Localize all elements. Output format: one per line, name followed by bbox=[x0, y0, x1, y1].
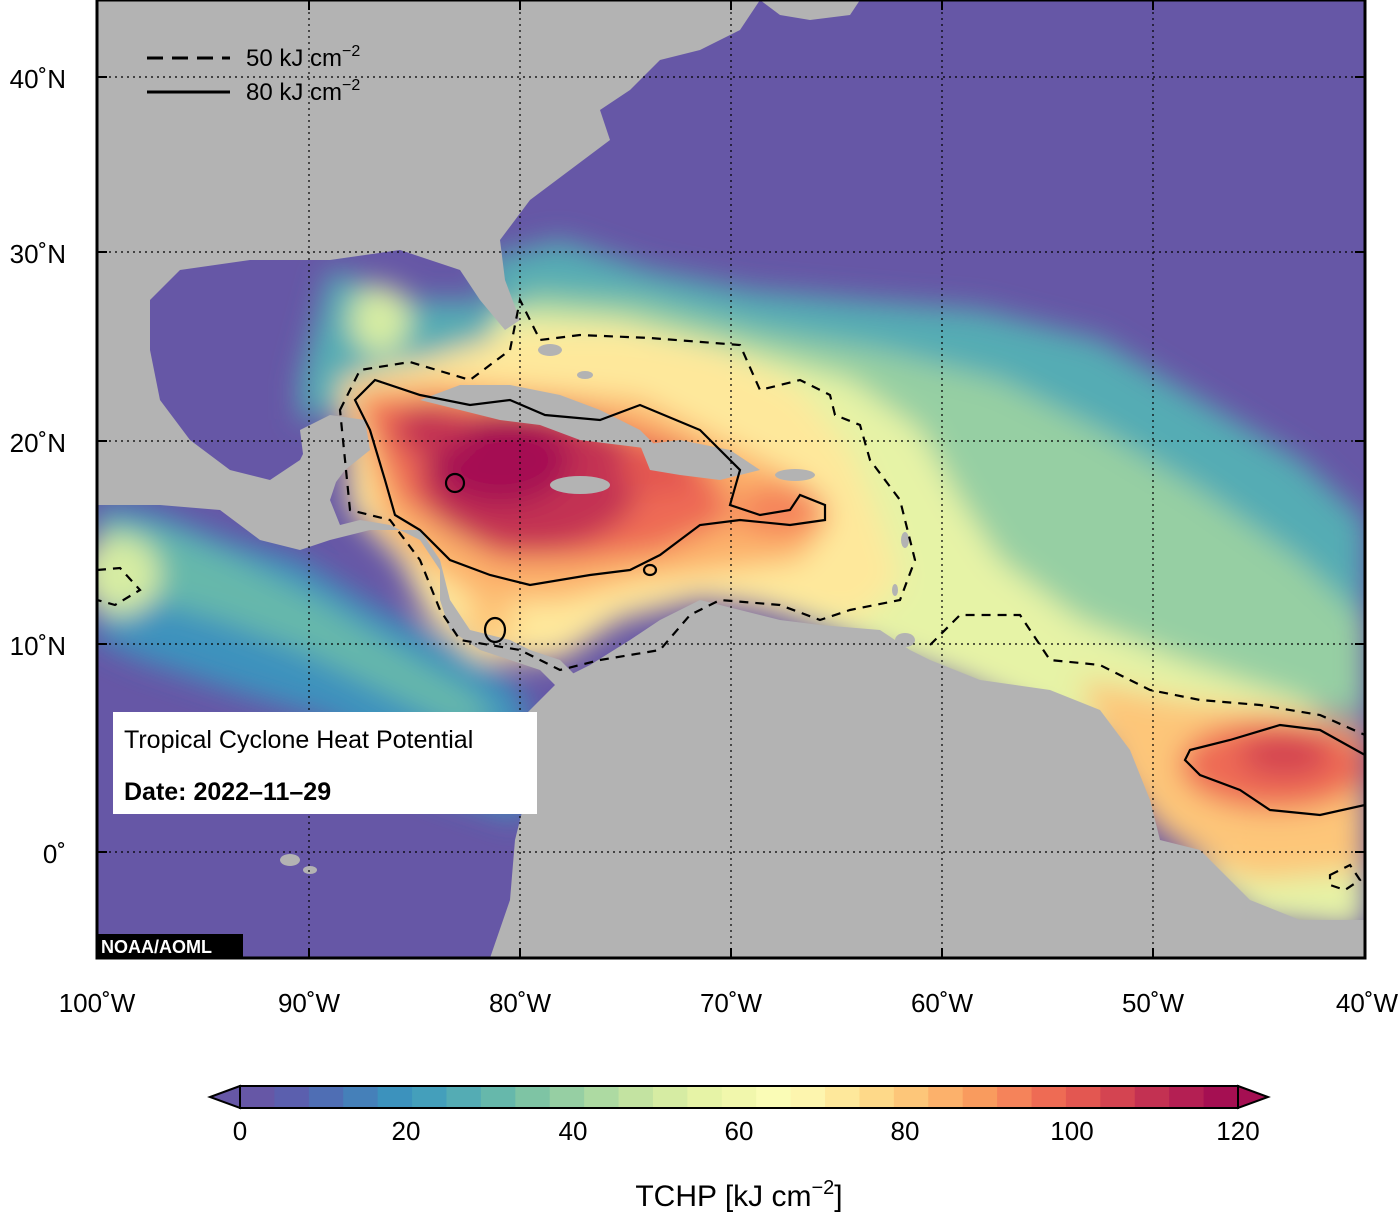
contour-80-ring-b bbox=[483, 616, 507, 644]
colorbar-tick-60: 60 bbox=[725, 1116, 754, 1146]
colorbar-cell bbox=[446, 1086, 482, 1108]
colorbar-cell bbox=[274, 1086, 310, 1108]
colorbar-cell bbox=[343, 1086, 379, 1108]
lon-label-100w: 100˚W bbox=[59, 988, 136, 1018]
contour-legend: 50 kJ cm−2 80 kJ cm−2 bbox=[147, 43, 360, 106]
contour-80-ring-c bbox=[642, 563, 658, 577]
colorbar-cell bbox=[962, 1086, 998, 1108]
land-masses bbox=[97, 0, 1365, 958]
lat-label-10n: 10˚N bbox=[10, 631, 66, 661]
contour-50-pacific bbox=[97, 566, 142, 607]
lon-axis-labels: 100˚W 90˚W 80˚W 70˚W 60˚W 50˚W 40˚W bbox=[59, 988, 1399, 1018]
colorbar-ticks: 0 20 40 60 80 100 120 bbox=[233, 1116, 1260, 1146]
colorbar-cell bbox=[997, 1086, 1033, 1108]
colorbar-min-arrow bbox=[207, 1084, 241, 1110]
lon-label-60w: 60˚W bbox=[911, 988, 974, 1018]
colorbar-title: TCHP [kJ cm−2] bbox=[635, 1177, 842, 1213]
colorbar-cell bbox=[1169, 1086, 1205, 1108]
lat-axis-labels: 40˚N 30˚N 20˚N 10˚N 0˚ bbox=[10, 64, 66, 869]
contour-lines bbox=[97, 296, 1365, 892]
colorbar: 0 20 40 60 80 100 120 TCHP [kJ cm−2] bbox=[207, 1084, 1271, 1213]
contour-80-guiana bbox=[1183, 723, 1365, 817]
colorbar-cell bbox=[859, 1086, 895, 1108]
colorbar-max-arrow bbox=[1237, 1084, 1271, 1110]
colorbar-cell bbox=[549, 1086, 585, 1108]
contour-80-ring-a bbox=[444, 472, 466, 494]
colorbar-cell bbox=[1134, 1086, 1170, 1108]
contour-80-caribbean bbox=[353, 378, 827, 587]
colorbar-frame bbox=[239, 1085, 1239, 1109]
map-panel: 50 kJ cm−2 80 kJ cm−2 Tropical Cyclone H… bbox=[97, 0, 1365, 958]
colorbar-cell bbox=[790, 1086, 826, 1108]
credit-text: NOAA/AOML bbox=[101, 937, 212, 957]
lat-label-0: 0˚ bbox=[43, 839, 66, 869]
legend-solid-label: 80 kJ cm−2 bbox=[246, 77, 360, 106]
colorbar-cell bbox=[687, 1086, 723, 1108]
colorbar-cell bbox=[412, 1086, 448, 1108]
lon-label-80w: 80˚W bbox=[489, 988, 552, 1018]
colorbar-cell bbox=[652, 1086, 688, 1108]
map-date: Date: 2022–11–29 bbox=[124, 778, 331, 806]
legend-dashed-label: 50 kJ cm−2 bbox=[246, 43, 360, 72]
colorbar-tick-80: 80 bbox=[891, 1116, 920, 1146]
contour-50-ring bbox=[1328, 863, 1362, 892]
lon-label-50w: 50˚W bbox=[1122, 988, 1185, 1018]
colorbar-cell bbox=[515, 1086, 551, 1108]
title-box: Tropical Cyclone Heat Potential Date: 20… bbox=[113, 712, 537, 814]
colorbar-cell bbox=[1100, 1086, 1136, 1108]
lon-label-70w: 70˚W bbox=[700, 988, 763, 1018]
colorbar-cells bbox=[240, 1086, 1239, 1108]
colorbar-tick-100: 100 bbox=[1050, 1116, 1093, 1146]
colorbar-tick-40: 40 bbox=[559, 1116, 588, 1146]
lon-label-90w: 90˚W bbox=[278, 988, 341, 1018]
colorbar-cell bbox=[928, 1086, 964, 1108]
colorbar-tick-120: 120 bbox=[1216, 1116, 1259, 1146]
colorbar-cell bbox=[1031, 1086, 1067, 1108]
colorbar-cell bbox=[721, 1086, 757, 1108]
lat-label-20n: 20˚N bbox=[10, 428, 66, 458]
colorbar-cell bbox=[377, 1086, 413, 1108]
colorbar-cell bbox=[893, 1086, 929, 1108]
colorbar-cell bbox=[480, 1086, 516, 1108]
colorbar-cell bbox=[240, 1086, 276, 1108]
colorbar-cell bbox=[1065, 1086, 1101, 1108]
colorbar-cell bbox=[756, 1086, 792, 1108]
colorbar-cell bbox=[1203, 1086, 1239, 1108]
map-title: Tropical Cyclone Heat Potential bbox=[124, 726, 473, 754]
lat-label-30n: 30˚N bbox=[10, 239, 66, 269]
colorbar-cell bbox=[584, 1086, 620, 1108]
lon-label-40w: 40˚W bbox=[1336, 988, 1399, 1018]
tick-marks bbox=[97, 0, 1365, 958]
colorbar-tick-20: 20 bbox=[392, 1116, 421, 1146]
colorbar-cell bbox=[825, 1086, 861, 1108]
colorbar-cell bbox=[308, 1086, 344, 1108]
lat-label-40n: 40˚N bbox=[10, 64, 66, 94]
colorbar-tick-0: 0 bbox=[233, 1116, 247, 1146]
credit-badge: NOAA/AOML bbox=[97, 934, 243, 958]
contour-50-atlantic bbox=[929, 613, 1365, 737]
colorbar-cell bbox=[618, 1086, 654, 1108]
